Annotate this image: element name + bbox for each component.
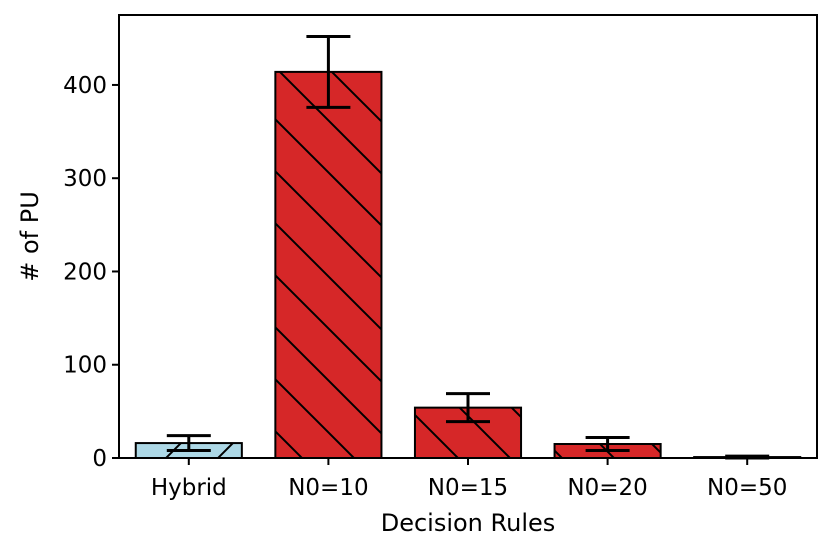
plot-area: 0 100 200 300 400 Hybrid N0=10 N0=15 N0=20 N0=50 — [63, 34, 802, 501]
x-tick-label: N0=15 — [428, 475, 508, 501]
x-tick-label: N0=50 — [707, 475, 787, 501]
y-axis-label: # of PU — [16, 191, 44, 282]
plot-frame — [118, 14, 818, 459]
y-tick-label: 100 — [63, 353, 107, 379]
y-tick-label: 300 — [63, 166, 107, 192]
x-tick-label: Hybrid — [151, 475, 227, 501]
x-tick-label: N0=10 — [288, 475, 368, 501]
x-axis-label: Decision Rules — [381, 509, 556, 537]
bar-hatch — [274, 70, 383, 459]
x-tick-label: N0=20 — [567, 475, 647, 501]
y-tick-label: 0 — [92, 446, 107, 472]
y-tick-label: 200 — [63, 259, 107, 285]
y-tick-label: 400 — [63, 73, 107, 99]
